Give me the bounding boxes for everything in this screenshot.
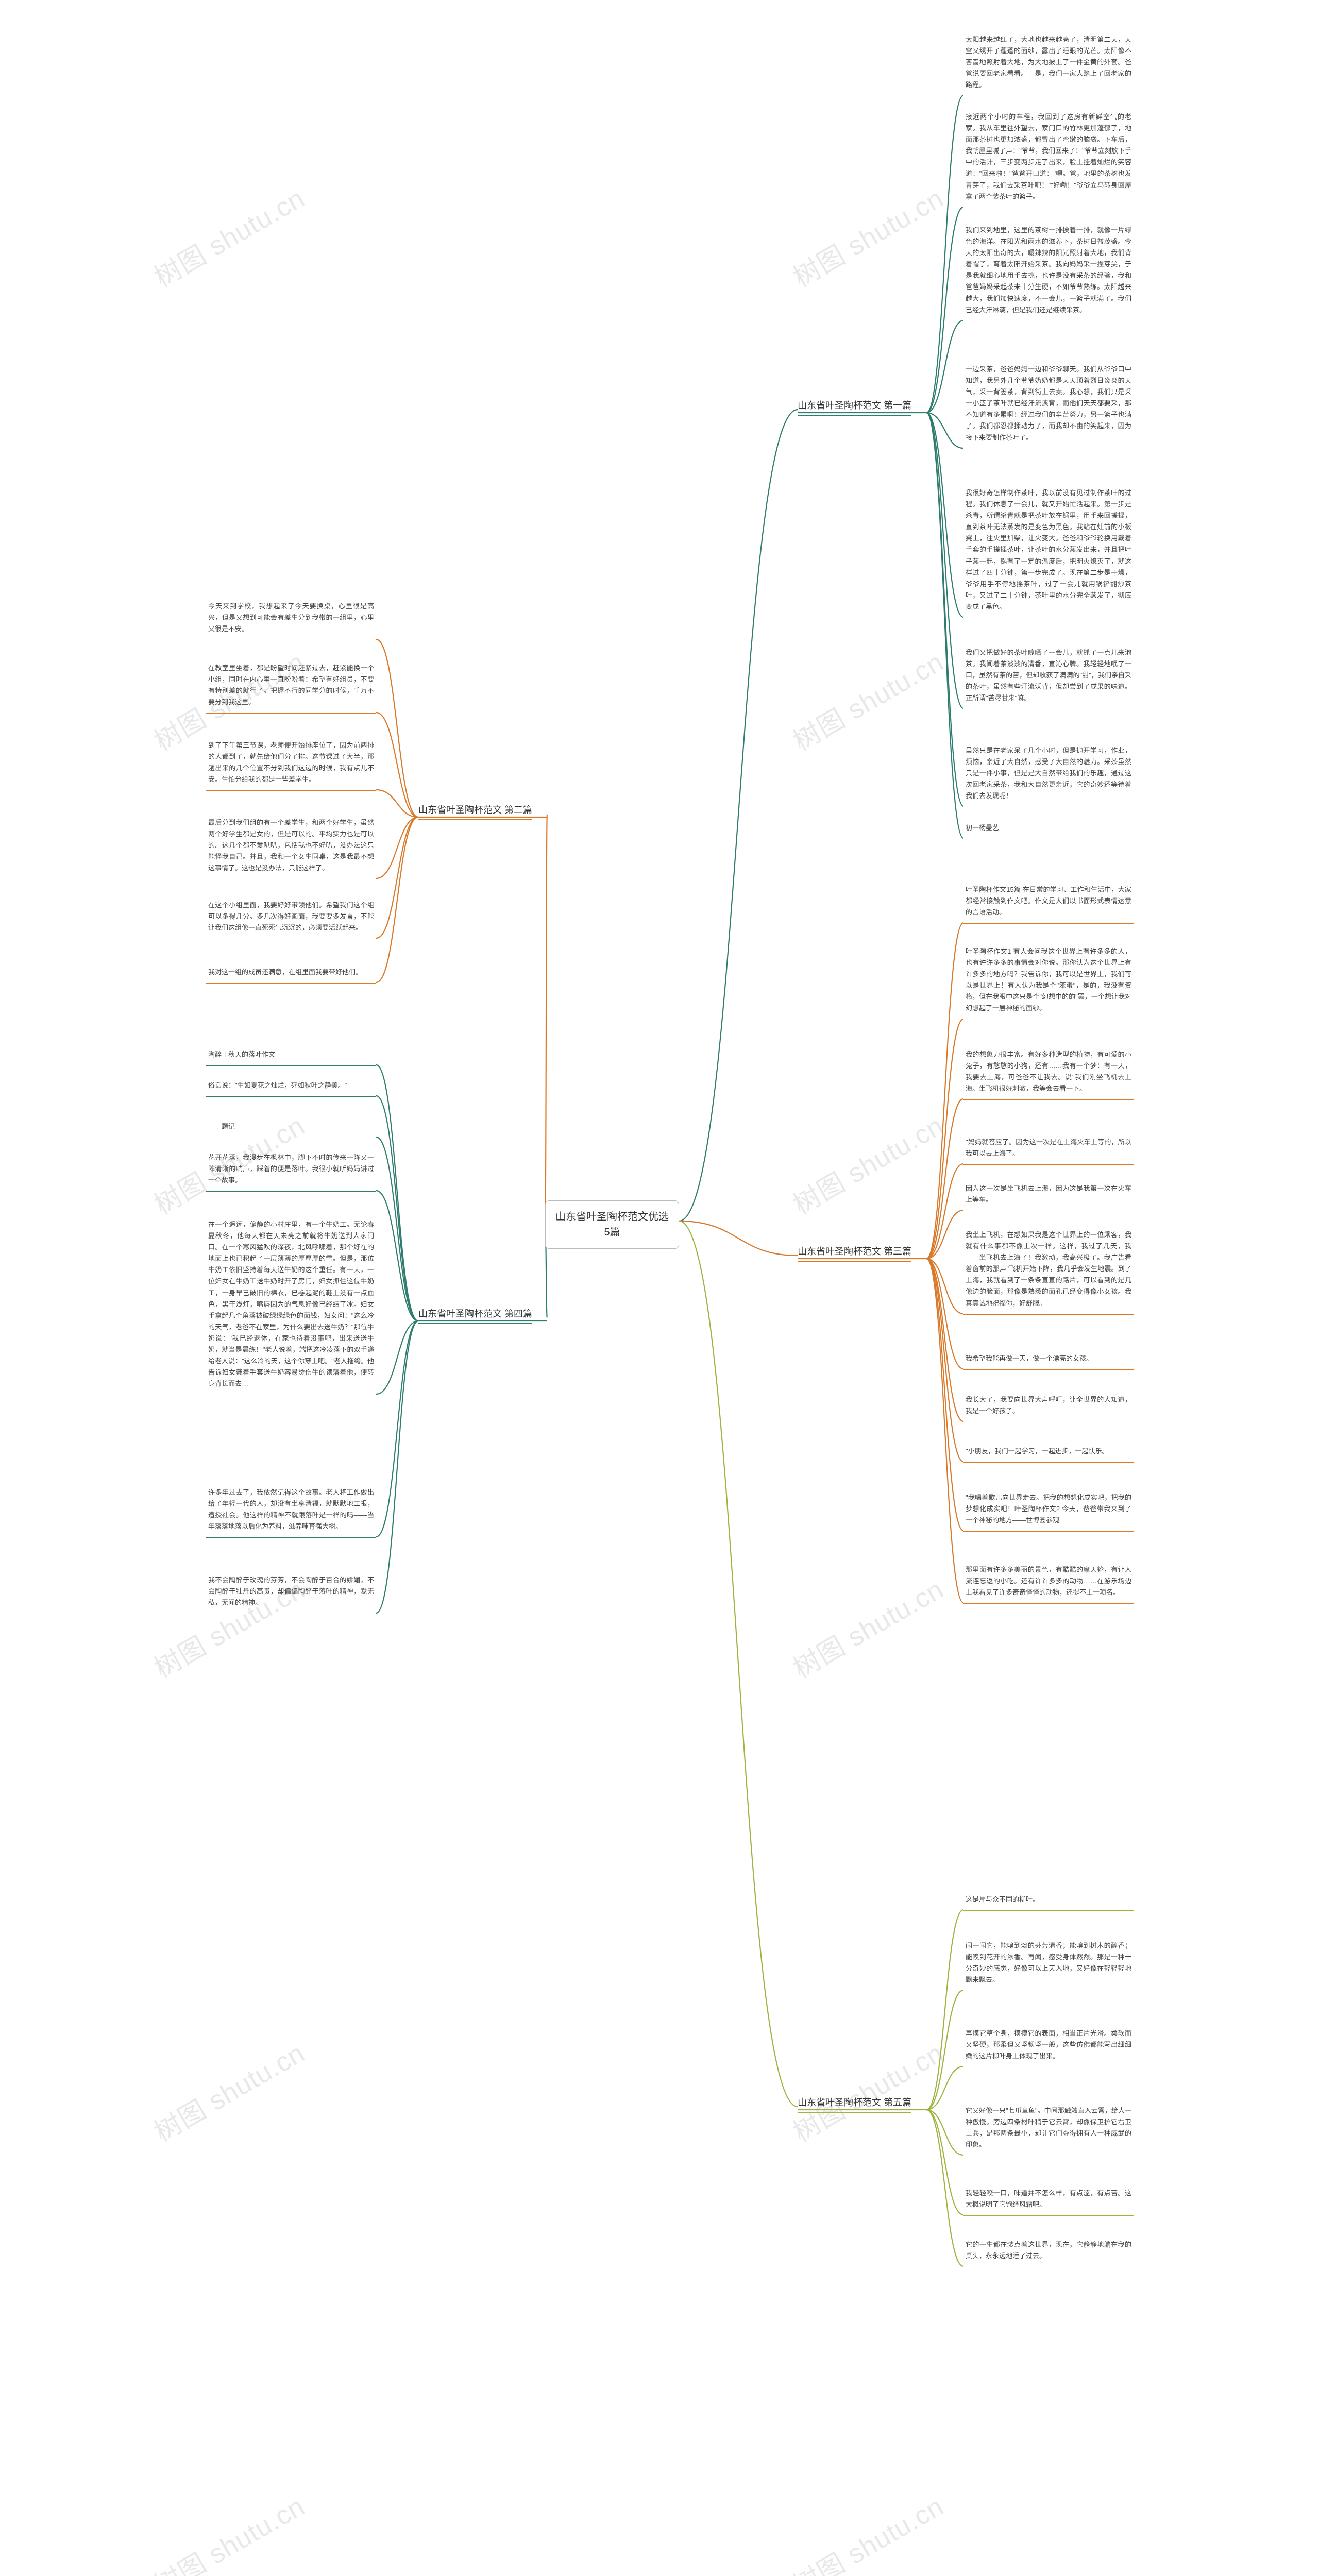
leaf-node: 陶醉于秋天的落叶作文 [206,1046,376,1066]
branch-label: 山东省叶圣陶杯范文 第二篇 [418,803,532,820]
watermark: 树图 shutu.cn [785,1568,950,1686]
branch-label: 山东省叶圣陶杯范文 第四篇 [418,1307,532,1324]
watermark: 树图 shutu.cn [146,2485,311,2576]
leaf-node: 虽然只是在老家呆了几个小时，但是抛开学习，作业，烦恼，亲近了大自然，感受了大自然… [963,742,1134,807]
leaf-node: 再摸它整个身，摸摸它的表面，相当正片光滑。柔软而又坚硬，那柔但又坚韧坚一般，这些… [963,2025,1134,2067]
leaf-node: 闻一闻它，能嗅到淡的芬芳清香；能嗅到树木的醇香；能嗅到花开的浓香。再闻，感受身体… [963,1937,1134,1991]
leaf-node: 我不会陶醉于玫瑰的芬芳，不会陶醉于百合的娇媚，不会陶醉于牡丹的高贵，却偏偏陶醉于… [206,1571,376,1614]
watermark: 树图 shutu.cn [785,1105,950,1222]
leaf-node: 到了下午第三节课，老师便开始排座位了，因为前两排的人都到了，就先给他们分了排。这… [206,737,376,791]
leaf-node: 我对这一组的成员还满意，在组里面我要带好他们。 [206,963,376,984]
leaf-node: 太阳越来越红了，大地也越来越亮了，清明第二天，天空又绣开了蓬蓬的面纱，露出了睡眼… [963,31,1134,96]
leaf-node: 这是片与众不同的柳叶。 [963,1891,1134,1911]
leaf-node: 它的一生都在装点着这世界，现在，它静静地躺在我的桌头，永永远地睡了过去。 [963,2236,1134,2267]
watermark: 树图 shutu.cn [785,2485,950,2576]
root-node: 山东省叶圣陶杯范文优选5篇 [545,1200,679,1249]
watermark: 树图 shutu.cn [785,641,950,758]
watermark: 树图 shutu.cn [146,2032,311,2149]
leaf-node: 我轻轻咬一口，味道并不怎么样，有点涩，有点苦。这大概说明了它饱经风霜吧。 [963,2184,1134,2216]
leaf-node: 在一个遥远，偏静的小村庄里，有一个牛奶工。无论春夏秋冬，他每天都在天未亮之前就将… [206,1216,376,1395]
leaf-node: 叶圣陶杯作文1 有人会问我这个世界上有许多多的人，也有许许多多的事情会对你说。那… [963,943,1134,1020]
leaf-node: 最后分到我们组的有一个差学生，和两个好学生，虽然两个好学生都是女的，但是可以的。… [206,814,376,879]
leaf-node: 它又好像一只"七爪章鱼"。中间那触触直入云霄，给人一种傲慢。旁边四条材叶稍于它云… [963,2102,1134,2156]
leaf-node: "我唱着歌儿向世界走去。把我的想想化成实吧，把我的梦想化成实吧！叶圣陶杯作文2 … [963,1489,1134,1532]
leaf-node: 我长大了，我要向世界大声呼吁，让全世界的人知道，我是一个好孩子。 [963,1391,1134,1422]
leaf-node: 我很好奇怎样制作茶叶，我以前没有见过制作茶叶的过程。我们休息了一会儿，就又开始忙… [963,484,1134,618]
leaf-node: 我的想象力很丰富。有好多种造型的植物，有可爱的小兔子，有憨憨的小狗，还有……我有… [963,1046,1134,1100]
watermark: 树图 shutu.cn [146,177,311,295]
leaf-node: 我们又把做好的茶叶晾晒了一会儿，就抓了一点儿来泡茶。我闻着茶淡淡的清香，直沁心脾… [963,644,1134,709]
branch-label: 山东省叶圣陶杯范文 第三篇 [798,1244,911,1262]
leaf-node: "妈妈就答应了。因为这一次是在上海火车上等的，所以我可以去上海了。 [963,1133,1134,1165]
leaf-node: 我坐上飞机，在想如果我是这个世界上的一位乘客，我就有什么事都不像上次一样。这样，… [963,1226,1134,1315]
leaf-node: ——题记 [206,1118,376,1138]
leaf-node: "小朋友，我们一起学习，一起进步，一起快乐。 [963,1443,1134,1463]
watermark: 树图 shutu.cn [785,177,950,295]
leaf-node: 一边采茶，爸爸妈妈一边和爷爷聊天。我们从爷爷口中知道，我另外几个爷爷奶奶都是天天… [963,361,1134,449]
leaf-node: 因为这一次是坐飞机去上海，因为这是我第一次在火车上等车。 [963,1180,1134,1211]
mindmap-canvas: 树图 shutu.cn 树图 shutu.cn 树图 shutu.cn 树图 shut… [0,0,1319,2576]
leaf-node: 我希望我能再做一天，做一个漂亮的女孩。 [963,1350,1134,1370]
leaf-node: 接近两个小时的车程，我回到了这房有新鲜空气的老家。我从车里往外望去，家门口的竹林… [963,108,1134,208]
leaf-node: 在这个小组里面，我要好好带领他们。希望我们这个组可以多得几分。多几次得好画面，我… [206,896,376,939]
leaf-node: 今天来到学校，我想起来了今天要换桌，心里很是高兴，但是又想到可能会有差生分到我带… [206,598,376,640]
leaf-node: 叶圣陶杯作文15篇 在日常的学习、工作和生活中，大家都经常接触到作文吧。作文是人… [963,881,1134,924]
watermark: 树图 shutu.cn [785,2032,950,2149]
leaf-node: 我们来到地里，这里的茶树一排挨着一排，就像一片绿色的海洋。在阳光和雨水的滋养下，… [963,222,1134,321]
branch-label: 山东省叶圣陶杯范文 第一篇 [798,398,911,416]
leaf-node: 许多年过去了，我依然记得这个故事。老人将工作做出给了年轻一代的人，却没有坐享清福… [206,1484,376,1538]
root-title: 山东省叶圣陶杯范文优选5篇 [555,1211,669,1238]
leaf-node: 俗话说："生如夏花之灿烂，死如秋叶之静美。" [206,1077,376,1097]
leaf-node: 那里面有许多多美丽的景色，有酷酷的摩天轮，有让人流连忘返的小吃。还有许许多多的动… [963,1561,1134,1604]
leaf-node: 花开花落，我漫步在枫林中，脚下不时的传来一阵又一阵清晰的响声，踩着的便是落叶。我… [206,1149,376,1192]
leaf-node: 在教室里坐着，都是盼望时间赶紧过去，赶紧能换一个小组，同时在内心里一直盼吩着：希… [206,659,376,714]
leaf-node: 初一杨曼艺 [963,819,1134,839]
branch-label: 山东省叶圣陶杯范文 第五篇 [798,2095,911,2113]
